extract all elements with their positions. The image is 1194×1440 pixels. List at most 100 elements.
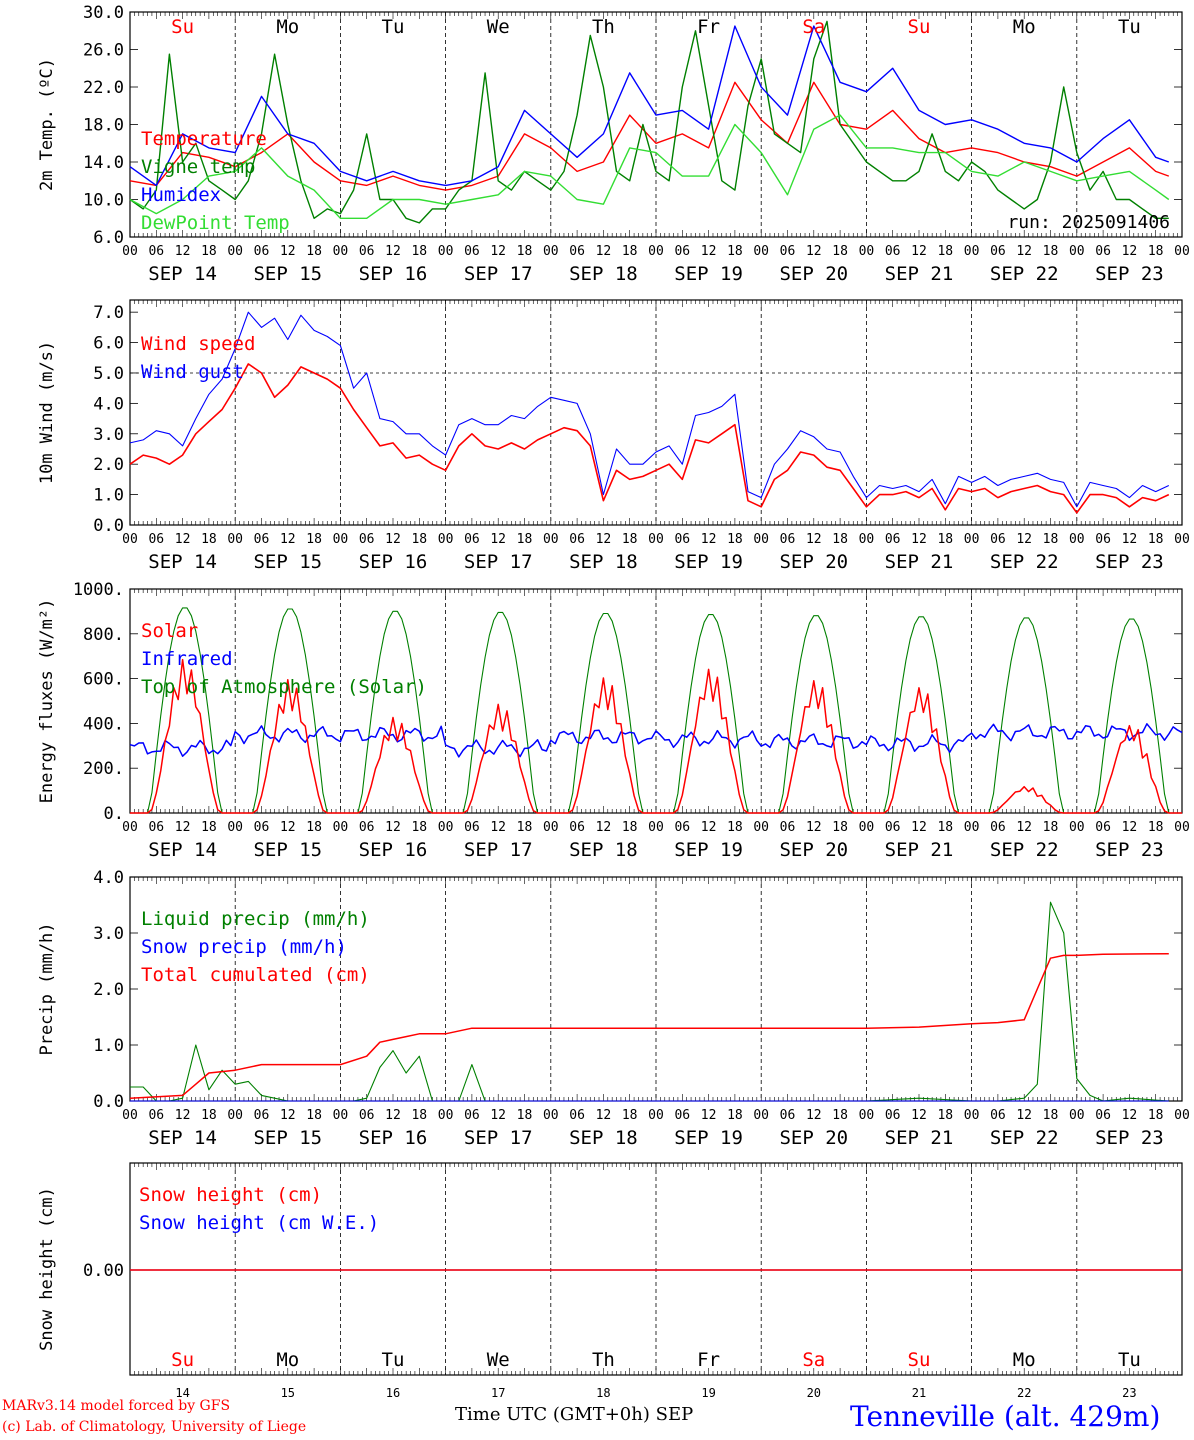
hour-tick-label: 12 [701,244,717,259]
hour-tick-label: 00 [333,820,349,835]
date-label: SEP 18 [569,839,638,861]
legend-entry: Liquid precip (mm/h) [141,908,370,930]
hour-tick-label: 06 [780,820,796,835]
weekday-label: Su [171,1349,194,1371]
panel-wind: 10m Wind (m/s) 0.0 1.0 2.0 3.0 4.0 5.0 6.0 7.0 00… [37,299,1190,573]
day-number-label: 23 [1122,1386,1136,1400]
hour-tick-label: 06 [464,532,480,547]
hour-tick-label: 00 [1174,532,1190,547]
hour-tick-label: 18 [1148,244,1164,259]
date-label: SEP 21 [885,551,954,573]
hour-tick-label: 00 [333,1108,349,1123]
y-tick-label: 0.00 [83,1261,124,1281]
weekday-label: Mo [1013,1349,1036,1371]
y-tick-label: 26.0 [83,41,124,61]
date-label: SEP 18 [569,551,638,573]
hour-tick-label: 12 [1122,820,1138,835]
hour-tick-label: 06 [569,532,585,547]
hour-tick-label: 00 [1069,532,1085,547]
series-liquid-precip [130,901,1169,1102]
hour-tick-label: 12 [911,1108,927,1123]
weekday-label: Tu [1118,16,1141,38]
date-label: SEP 16 [359,1127,428,1149]
legend-entry: Temperature [141,128,267,150]
hour-tick-label: 18 [832,244,848,259]
y-axis-label: Snow height (cm) [37,1187,57,1351]
y-tick-label: 1000. [73,580,124,600]
y-tick-label: 14.0 [83,153,124,173]
date-label: SEP 19 [674,263,743,285]
hour-tick-label: 00 [859,1108,875,1123]
y-tick-label: 200. [83,759,124,779]
hour-tick-label: 06 [780,1108,796,1123]
day-number-label: 16 [386,1386,400,1400]
hour-tick-label: 12 [280,244,296,259]
hour-tick-label: 12 [911,244,927,259]
legend-entry: Vigne temp [141,156,255,178]
weekday-label: Sa [802,1349,825,1371]
hour-tick-label: 06 [254,244,270,259]
hour-tick-label: 12 [911,820,927,835]
hour-tick-label: 00 [964,244,980,259]
hour-tick-label: 18 [201,244,217,259]
hour-tick-label: 06 [780,532,796,547]
legend-entry: Wind speed [141,333,255,355]
hour-tick-label: 06 [148,820,164,835]
day-number-label: 22 [1017,1386,1031,1400]
hour-tick-label: 12 [1016,820,1032,835]
hour-tick-label: 00 [543,244,559,259]
date-label: SEP 21 [885,839,954,861]
hour-tick-label: 12 [806,244,822,259]
day-number-label: 19 [701,1386,715,1400]
date-label: SEP 17 [464,1127,533,1149]
legend-entry: Snow height (cm) [139,1184,322,1206]
hour-tick-label: 18 [1043,820,1059,835]
series-solar [130,658,1182,814]
hour-tick-label: 18 [306,1108,322,1123]
hour-tick-label: 06 [148,244,164,259]
weekday-label: Su [171,16,194,38]
weekday-label: Tu [382,1349,405,1371]
day-number-label: 15 [281,1386,295,1400]
date-label: SEP 21 [885,1127,954,1149]
y-tick-label: 7.0 [93,303,124,323]
y-tick-label: 6.0 [93,228,124,248]
hour-tick-label: 18 [937,1108,953,1123]
series-temperature [129,81,1170,191]
hour-tick-label: 18 [622,244,638,259]
date-label: SEP 15 [253,839,322,861]
hour-tick-label: 00 [753,244,769,259]
hour-tick-label: 12 [385,820,401,835]
x-axis-label: Time UTC (GMT+0h) SEP [455,1404,693,1425]
series-total-cumulated [129,952,1169,1099]
hour-tick-label: 12 [1122,532,1138,547]
hour-tick-label: 18 [201,532,217,547]
run-annotation: run: 2025091406 [1007,212,1170,233]
panel-precip: Precip (mm/h) 0.0 1.0 2.0 3.0 4.0 00 06 12 18 SEP … [37,868,1190,1149]
y-tick-label: 400. [83,714,124,734]
hour-tick-label: 00 [648,1108,664,1123]
hour-tick-label: 06 [990,820,1006,835]
date-label: SEP 15 [253,551,322,573]
legend-entry: Solar [141,620,198,642]
hour-tick-label: 12 [596,532,612,547]
hour-tick-label: 06 [464,1108,480,1123]
hour-tick-label: 06 [1095,532,1111,547]
hour-tick-label: 00 [648,244,664,259]
hour-tick-label: 12 [280,820,296,835]
y-tick-label: 30.0 [83,3,124,23]
hour-tick-label: 06 [1095,820,1111,835]
hour-tick-label: 00 [648,532,664,547]
date-label: SEP 17 [464,839,533,861]
date-label: SEP 15 [253,1127,322,1149]
month-label: SEP [655,1404,694,1425]
hour-tick-label: 00 [753,532,769,547]
hour-tick-label: 00 [753,1108,769,1123]
hour-tick-label: 06 [674,1108,690,1123]
y-tick-label: 3.0 [93,425,124,445]
weekday-label: We [487,1349,510,1371]
weekday-label: Mo [276,16,299,38]
hour-tick-label: 06 [464,244,480,259]
hour-tick-label: 00 [438,532,454,547]
hour-tick-label: 06 [885,820,901,835]
